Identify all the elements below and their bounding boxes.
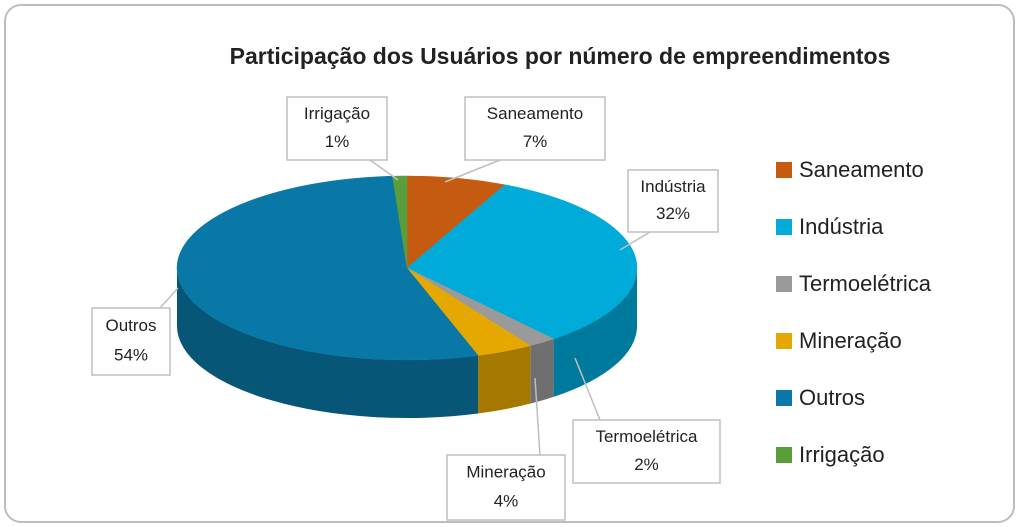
- label-box: [91, 307, 171, 376]
- legend-swatch: [776, 219, 792, 235]
- label-value: 1%: [325, 132, 350, 151]
- legend-swatch: [776, 447, 792, 463]
- legend-label: Termoelétrica: [799, 271, 932, 296]
- label-box: [286, 96, 388, 161]
- legend-label: Indústria: [799, 214, 884, 239]
- label-box: [572, 419, 721, 484]
- slice: [406, 175, 506, 269]
- legend-swatch: [776, 162, 792, 178]
- legend-swatch: [776, 276, 792, 292]
- label-value: 4%: [494, 491, 519, 510]
- slice: [406, 184, 638, 340]
- label-category: Irrigação: [304, 104, 370, 123]
- label-category: Mineração: [466, 463, 545, 482]
- label-value: 7%: [523, 132, 548, 151]
- legend-label: Irrigação: [799, 442, 885, 467]
- slice-side: [553, 268, 637, 397]
- leader-line: [444, 159, 501, 183]
- legend-label: Outros: [799, 385, 865, 410]
- leader-line: [159, 287, 179, 309]
- label-category: Termoelétrica: [595, 427, 698, 446]
- legend-swatch: [776, 390, 792, 406]
- leader-line: [619, 231, 651, 251]
- label-value: 54%: [114, 346, 148, 365]
- chart-title: Participação dos Usuários por número de …: [230, 43, 891, 69]
- legend-swatch: [776, 333, 792, 349]
- leader-line: [369, 159, 399, 181]
- label-category: Outros: [105, 316, 156, 335]
- slice: [176, 175, 479, 361]
- label-category: Saneamento: [487, 104, 583, 123]
- legend-label: Saneamento: [799, 157, 924, 182]
- slice-side: [530, 338, 554, 404]
- label-box: [627, 169, 719, 233]
- slice-side: [177, 268, 479, 418]
- label-box: [464, 96, 606, 161]
- label-category: Indústria: [640, 177, 706, 196]
- leader-line: [574, 357, 601, 421]
- leader-line: [534, 377, 541, 456]
- slice-side: [478, 345, 531, 414]
- label-value: 32%: [656, 204, 690, 223]
- legend-label: Mineração: [799, 328, 902, 353]
- label-box: [446, 454, 566, 521]
- label-value: 2%: [634, 455, 659, 474]
